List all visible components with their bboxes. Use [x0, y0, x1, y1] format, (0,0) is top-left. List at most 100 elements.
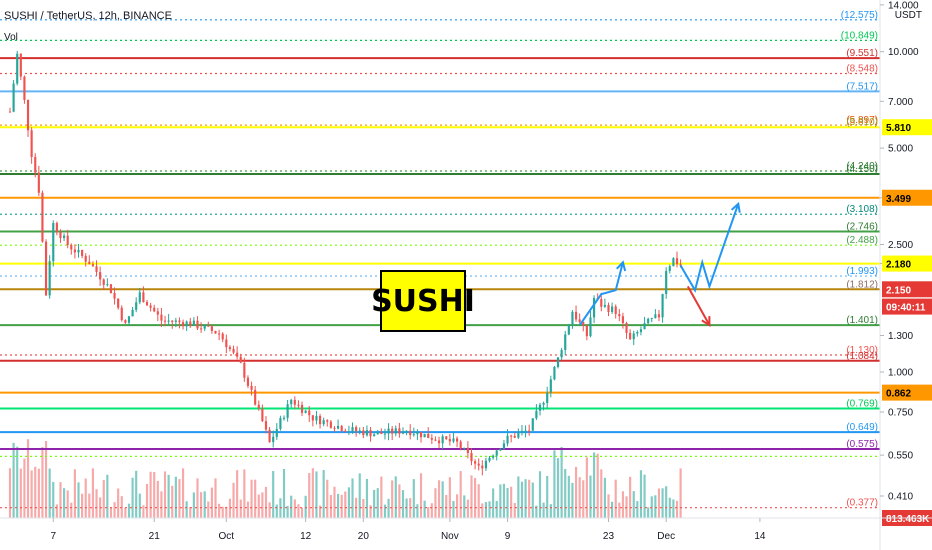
- volume-bar: [618, 502, 621, 518]
- level-label: (3.108): [846, 204, 878, 215]
- volume-bar: [293, 499, 296, 518]
- volume-bar: [463, 495, 466, 518]
- time-tick-label: 12: [300, 531, 312, 542]
- candle-body: [192, 320, 195, 326]
- candle-body: [55, 223, 58, 233]
- price-tag-label: 2.180: [886, 260, 911, 271]
- candle-body: [239, 356, 242, 363]
- candle-body: [322, 420, 325, 425]
- candle-body: [329, 421, 332, 428]
- volume-bar: [102, 480, 105, 518]
- volume-bar: [502, 483, 506, 518]
- candle-body: [221, 333, 224, 340]
- candle-body: [538, 404, 542, 411]
- candle-body: [556, 357, 560, 367]
- time-tick-label: Dec: [657, 531, 675, 542]
- forecast-arrow: [679, 203, 740, 293]
- volume-bar: [225, 506, 228, 518]
- price-tag-label: 2.150: [886, 285, 911, 296]
- candle-body: [632, 333, 635, 340]
- level-label: (0.769): [846, 399, 878, 410]
- candle-body: [127, 316, 131, 323]
- volume-bar: [70, 502, 73, 518]
- volume-bar: [264, 486, 268, 518]
- candle-body: [102, 279, 105, 285]
- candle-body: [282, 417, 286, 419]
- candle-body: [484, 460, 487, 469]
- currency-unit: USDT: [894, 10, 922, 21]
- candle-body: [419, 431, 423, 438]
- volume-bar: [81, 493, 84, 518]
- price-tag: [882, 298, 932, 315]
- volume-bar: [135, 470, 138, 518]
- volume-bar: [16, 446, 19, 518]
- candle-body: [636, 332, 639, 334]
- candle-body: [300, 404, 304, 413]
- level-label: (8.548): [846, 64, 878, 75]
- candle-body: [171, 320, 174, 322]
- level-label: (1.130): [846, 345, 878, 356]
- volume-bar: [138, 493, 141, 518]
- candle-body: [178, 320, 181, 323]
- level-label: (0.377): [846, 498, 878, 509]
- candle-body: [661, 294, 664, 318]
- candle-body: [589, 317, 592, 337]
- candle-body: [246, 377, 250, 386]
- volume-bar: [145, 483, 149, 518]
- candle-body: [430, 438, 433, 440]
- volume-bar: [308, 473, 311, 518]
- volume-bar: [528, 479, 531, 518]
- candle-body: [455, 438, 459, 442]
- volume-bar: [23, 458, 26, 518]
- candle-body: [351, 427, 354, 432]
- candle-body: [416, 431, 419, 435]
- price-tick-label: 0.550: [888, 451, 913, 462]
- volume-bar: [531, 482, 534, 518]
- candle-body: [365, 430, 369, 436]
- volume-bar: [632, 491, 635, 518]
- candle-body: [59, 232, 62, 239]
- candle-body: [70, 245, 73, 250]
- candle-body: [549, 379, 552, 393]
- volume-bar: [95, 489, 98, 518]
- candle-body: [214, 330, 217, 334]
- price-axis[interactable]: 14.000 10.000 7.000 5.000 3.499 2.500 2.180 1.3…: [879, 0, 932, 550]
- volume-bar: [189, 507, 192, 518]
- volume-bar: [675, 500, 679, 518]
- volume-bar: [131, 477, 134, 518]
- candle-body: [236, 352, 239, 357]
- candle-body: [99, 271, 102, 280]
- candle-body: [77, 249, 80, 253]
- price-tick-label: 1.300: [888, 331, 913, 342]
- volume-bar: [470, 475, 473, 518]
- candle-body: [23, 76, 26, 100]
- volume-bar: [596, 453, 599, 518]
- price-tag: [882, 281, 932, 298]
- volume-bar: [654, 495, 657, 518]
- level-label: (0.649): [846, 422, 878, 433]
- candle-body: [88, 261, 91, 265]
- volume-bar: [12, 442, 15, 518]
- candle-body: [481, 465, 484, 469]
- candle-body: [196, 320, 199, 329]
- candle-body: [650, 317, 653, 319]
- volume-bar: [592, 452, 596, 518]
- volume-bar: [340, 494, 343, 518]
- candle-body: [466, 447, 469, 453]
- candle-body: [510, 435, 513, 437]
- candle-body: [553, 366, 556, 380]
- candle-body: [520, 430, 524, 433]
- candle-body: [409, 430, 412, 436]
- candle-body: [535, 410, 538, 419]
- candle-body: [326, 420, 329, 422]
- volume-bar: [300, 507, 304, 518]
- candle-body: [387, 428, 390, 434]
- candle-body: [499, 449, 502, 451]
- volume-bar: [41, 447, 44, 518]
- volume-bar: [261, 492, 264, 518]
- volume-bar: [8, 468, 12, 518]
- volume-bar: [445, 494, 448, 518]
- candle-body: [344, 430, 347, 432]
- time-axis[interactable]: 7 21 Oct 12 20 Nov 9 23 Dec 14: [0, 517, 932, 542]
